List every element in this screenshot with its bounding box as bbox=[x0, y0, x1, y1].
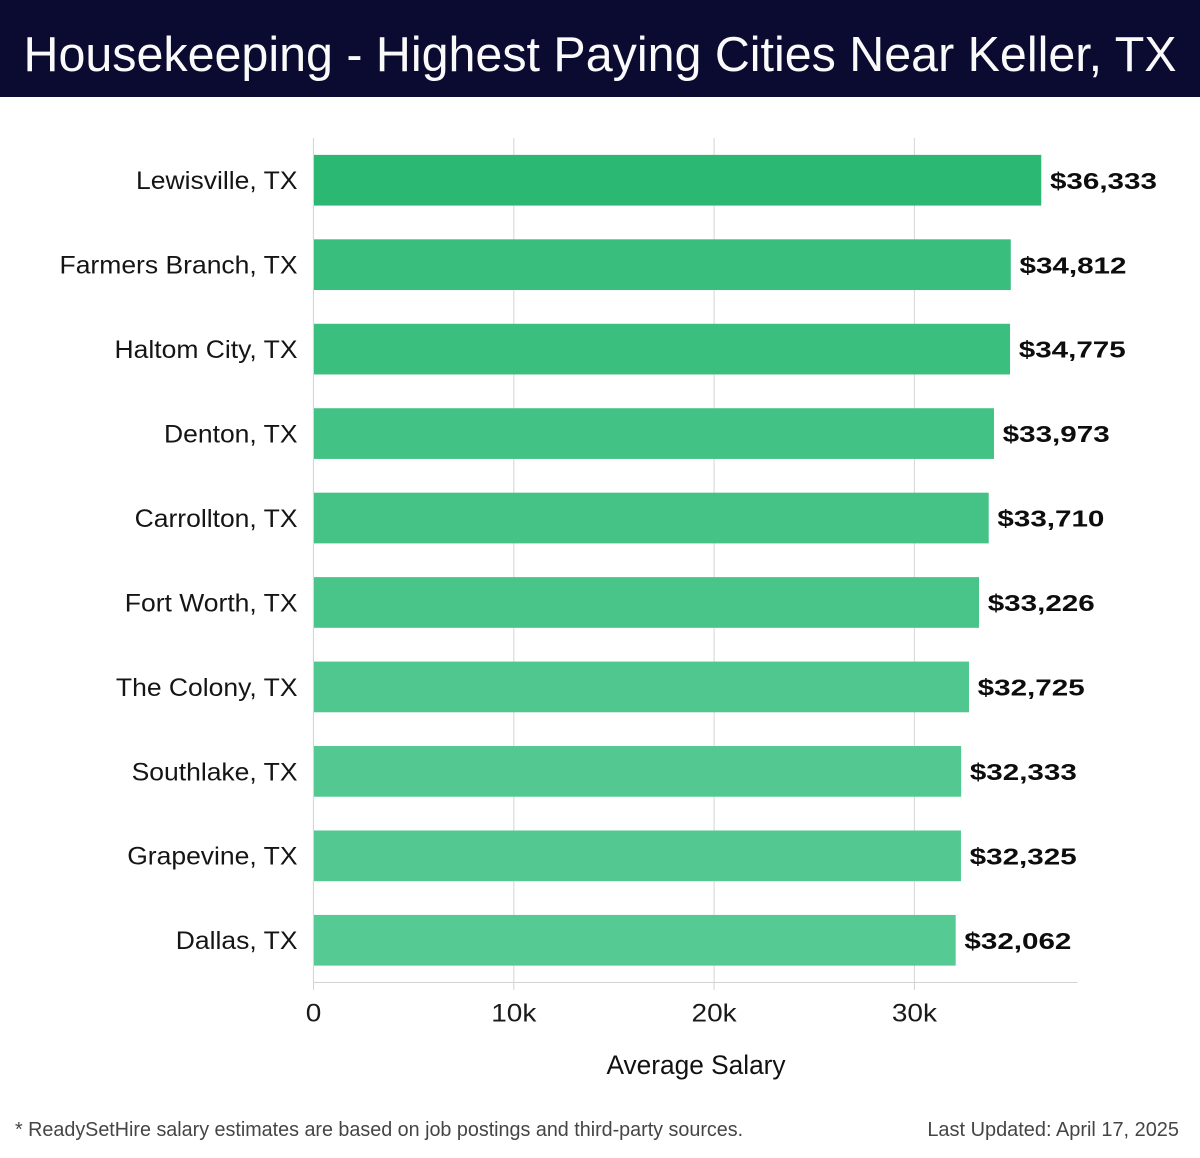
svg-text:The Colony, TX: The Colony, TX bbox=[116, 674, 298, 701]
svg-text:$32,062: $32,062 bbox=[964, 928, 1071, 954]
svg-text:30k: 30k bbox=[892, 999, 938, 1027]
svg-text:Southlake, TX: Southlake, TX bbox=[132, 759, 298, 786]
svg-text:$36,333: $36,333 bbox=[1050, 168, 1157, 194]
svg-text:Grapevine, TX: Grapevine, TX bbox=[127, 843, 297, 870]
svg-text:$32,725: $32,725 bbox=[978, 674, 1085, 700]
svg-text:$33,973: $33,973 bbox=[1003, 421, 1110, 447]
svg-text:Average Salary: Average Salary bbox=[606, 1050, 786, 1080]
svg-text:$33,226: $33,226 bbox=[988, 590, 1095, 616]
svg-text:Denton, TX: Denton, TX bbox=[164, 421, 298, 448]
svg-text:$32,325: $32,325 bbox=[970, 843, 1077, 869]
svg-text:0: 0 bbox=[306, 999, 322, 1027]
svg-text:10k: 10k bbox=[491, 999, 537, 1027]
svg-text:$32,333: $32,333 bbox=[970, 759, 1077, 785]
svg-text:Farmers Branch, TX: Farmers Branch, TX bbox=[60, 252, 298, 279]
svg-text:Fort Worth, TX: Fort Worth, TX bbox=[125, 590, 298, 617]
svg-text:Lewisville, TX: Lewisville, TX bbox=[136, 168, 297, 195]
svg-text:Haltom City, TX: Haltom City, TX bbox=[114, 337, 297, 364]
svg-text:* ReadySetHire salary estimate: * ReadySetHire salary estimates are base… bbox=[15, 1119, 743, 1141]
svg-text:Carrollton, TX: Carrollton, TX bbox=[135, 506, 298, 533]
svg-text:$34,775: $34,775 bbox=[1019, 337, 1126, 363]
svg-text:$33,710: $33,710 bbox=[997, 506, 1104, 532]
svg-text:Housekeeping - Highest Paying: Housekeeping - Highest Paying Cities Nea… bbox=[24, 28, 1177, 82]
svg-text:20k: 20k bbox=[692, 999, 738, 1027]
svg-text:Dallas, TX: Dallas, TX bbox=[176, 928, 298, 955]
svg-text:$34,812: $34,812 bbox=[1019, 252, 1126, 278]
svg-text:Last Updated: April 17, 2025: Last Updated: April 17, 2025 bbox=[927, 1119, 1179, 1141]
